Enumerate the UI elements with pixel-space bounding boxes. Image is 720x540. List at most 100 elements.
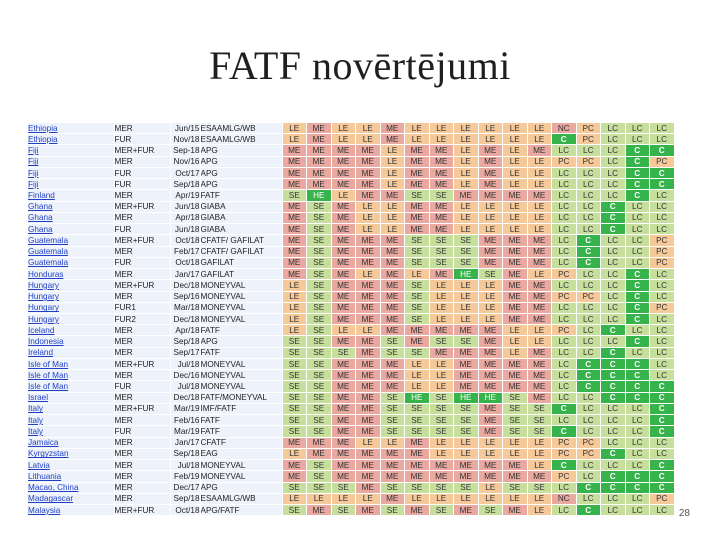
effectiveness-rating-cell: ME	[331, 279, 356, 292]
country-link[interactable]: Ireland	[28, 347, 115, 359]
country-link[interactable]: Lithuania	[28, 470, 115, 483]
effectiveness-rating-cell: ME	[331, 358, 356, 371]
report-type-cell: MER+FUR	[114, 234, 171, 247]
country-link[interactable]: Isle of Man	[28, 369, 115, 382]
country-link[interactable]: Finland	[28, 189, 115, 202]
effectiveness-rating-cell: ME	[355, 470, 381, 483]
effectiveness-rating-cell: ME	[282, 223, 307, 236]
country-link[interactable]: Italy	[28, 414, 115, 427]
country-link[interactable]: Ghana	[28, 212, 115, 225]
compliance-rating-cell: C	[625, 369, 650, 382]
report-type-cell: MER+FUR	[114, 144, 171, 157]
effectiveness-rating-cell: ME	[331, 459, 356, 472]
compliance-rating-cell: LC	[649, 437, 675, 449]
compliance-rating-cell: C	[649, 459, 675, 472]
country-link[interactable]: Ethiopia	[28, 123, 115, 135]
country-link[interactable]: Guatemala	[28, 257, 115, 270]
country-link[interactable]: Kyrgyzstan	[28, 448, 115, 461]
effectiveness-rating-cell: ME	[282, 246, 307, 258]
effectiveness-rating-cell: SE	[306, 291, 332, 303]
compliance-rating-cell: LC	[600, 403, 626, 416]
report-date-cell: Dec/18	[170, 279, 201, 292]
country-link[interactable]: Macao, China	[28, 482, 115, 494]
country-link[interactable]: Italy	[28, 403, 115, 416]
country-link[interactable]: Iceland	[28, 324, 115, 337]
country-link[interactable]: Latvia	[28, 459, 115, 472]
country-link[interactable]: Guatemala	[28, 246, 115, 258]
effectiveness-rating-cell: ME	[331, 223, 356, 236]
report-type-cell: MER	[114, 156, 171, 168]
effectiveness-rating-cell: SE	[306, 425, 332, 438]
assessor-body-cell: FATF	[200, 425, 283, 438]
effectiveness-rating-cell: SE	[453, 482, 479, 494]
effectiveness-rating-cell: SE	[429, 234, 454, 247]
report-type-cell: MER	[114, 470, 171, 483]
country-link[interactable]: Fiji	[28, 178, 115, 191]
compliance-rating-cell: LC	[649, 291, 675, 303]
report-date-cell: Dec/16	[170, 369, 201, 382]
compliance-rating-cell: LC	[649, 324, 675, 337]
country-link[interactable]: Madagascar	[28, 493, 115, 505]
country-link[interactable]: Ghana	[28, 201, 115, 213]
country-link[interactable]: Guatemala	[28, 234, 115, 247]
country-link[interactable]: Indonesia	[28, 335, 115, 348]
effectiveness-rating-cell: ME	[355, 448, 381, 461]
country-link[interactable]: Isle of Man	[28, 380, 115, 393]
country-link[interactable]: Ghana	[28, 223, 115, 236]
country-link[interactable]: Hungary	[28, 302, 115, 314]
country-link[interactable]: Fiji	[28, 144, 115, 157]
country-link[interactable]: Hungary	[28, 279, 115, 292]
effectiveness-rating-cell: ME	[282, 201, 307, 213]
table-row: Guatemala MER Feb/17 CFATF/ GAFILAT ME SE ME ME…	[28, 246, 675, 258]
compliance-rating-cell: C	[600, 380, 626, 393]
effectiveness-rating-cell: SE	[429, 335, 454, 348]
effectiveness-rating-cell: SE	[380, 504, 405, 517]
effectiveness-rating-cell: LE	[282, 448, 307, 461]
effectiveness-rating-cell: ME	[404, 201, 430, 213]
assessor-body-cell: APG	[200, 167, 283, 180]
country-link[interactable]: Italy	[28, 425, 115, 438]
effectiveness-rating-cell: SE	[306, 414, 332, 427]
effectiveness-rating-cell: ME	[502, 313, 528, 326]
compliance-rating-cell: C	[649, 403, 675, 416]
country-link[interactable]: Hungary	[28, 291, 115, 303]
effectiveness-rating-cell: SE	[380, 403, 405, 416]
compliance-rating-cell: C	[576, 380, 601, 393]
table-row: Lithuania MER Feb/19 MONEYVAL ME SE ME ME ME ME ME…	[28, 470, 675, 483]
table-row: Ghana MER Apr/18 GIABA ME SE ME LE LE ME ME LE LE LE L…	[28, 212, 675, 225]
compliance-rating-cell: NC	[551, 123, 577, 135]
country-link[interactable]: Isle of Man	[28, 358, 115, 371]
fatf-ratings-table: Ethiopia MER Jun/15 ESAAMLG/WB LE ME LE LE ME LE L…	[28, 123, 675, 517]
country-link[interactable]: Fiji	[28, 156, 115, 168]
effectiveness-rating-cell: SE	[404, 482, 430, 494]
country-link[interactable]: Jamaica	[28, 437, 115, 449]
country-link[interactable]: Hungary	[28, 313, 115, 326]
effectiveness-rating-cell: ME	[331, 470, 356, 483]
effectiveness-rating-cell: LE	[282, 324, 307, 337]
country-link[interactable]: Honduras	[28, 268, 115, 281]
report-type-cell: FUR	[114, 380, 171, 393]
country-link[interactable]: Ethiopia	[28, 133, 115, 146]
effectiveness-rating-cell: ME	[453, 358, 479, 371]
effectiveness-rating-cell: ME	[380, 358, 405, 371]
compliance-rating-cell: C	[551, 459, 577, 472]
assessor-body-cell: APG	[200, 335, 283, 348]
compliance-rating-cell: LC	[625, 123, 650, 135]
compliance-rating-cell: LC	[576, 201, 601, 213]
report-type-cell: MER	[114, 493, 171, 505]
effectiveness-rating-cell: ME	[380, 268, 405, 281]
compliance-rating-cell: C	[600, 324, 626, 337]
country-link[interactable]: Israel	[28, 392, 115, 404]
country-link[interactable]: Fiji	[28, 167, 115, 180]
compliance-rating-cell: LC	[600, 246, 626, 258]
effectiveness-rating-cell: ME	[527, 246, 552, 258]
effectiveness-rating-cell: LE	[527, 504, 552, 517]
report-type-cell: FUR2	[114, 313, 171, 326]
effectiveness-rating-cell: LE	[331, 189, 356, 202]
effectiveness-rating-cell: LE	[527, 123, 552, 135]
effectiveness-rating-cell: ME	[502, 504, 528, 517]
country-link[interactable]: Malaysia	[28, 504, 115, 517]
assessor-body-cell: GIABA	[200, 223, 283, 236]
table-row: Isle of Man FUR Jul/18 MONEYVAL SE SE ME ME ME LE…	[28, 380, 675, 393]
report-date-cell: Oct/17	[170, 167, 201, 180]
